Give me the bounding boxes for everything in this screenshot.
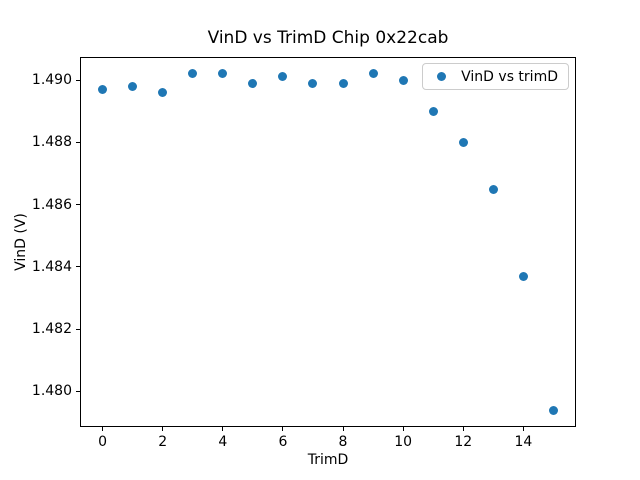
x-tick-label: 6 bbox=[278, 434, 288, 450]
x-tick-label: 12 bbox=[454, 434, 473, 450]
y-tick-mark bbox=[76, 390, 80, 392]
y-tick-label: 1.490 bbox=[31, 72, 72, 89]
y-tick-label: 1.486 bbox=[31, 196, 72, 213]
scatter-point bbox=[548, 405, 558, 415]
y-tick-label: 1.488 bbox=[31, 134, 72, 151]
scatter-point bbox=[488, 184, 498, 194]
scatter-point bbox=[98, 84, 108, 94]
x-tick-mark bbox=[522, 427, 524, 431]
x-tick-label: 14 bbox=[514, 434, 533, 450]
scatter-marker-icon bbox=[437, 72, 447, 81]
legend: VinD vs trimD bbox=[422, 63, 569, 90]
x-axis-label: TrimD bbox=[307, 452, 349, 468]
x-tick-label: 2 bbox=[158, 434, 168, 450]
scatter-point bbox=[368, 69, 378, 79]
y-axis-label: VinD (V) bbox=[13, 213, 29, 271]
plot-area bbox=[80, 57, 576, 427]
scatter-point bbox=[518, 271, 528, 281]
scatter-point bbox=[158, 88, 168, 97]
scatter-point bbox=[218, 69, 228, 79]
x-tick-label: 10 bbox=[394, 434, 413, 450]
x-tick-mark bbox=[162, 427, 164, 431]
x-tick-mark bbox=[402, 427, 404, 431]
y-tick-mark bbox=[76, 266, 80, 268]
scatter-point bbox=[248, 78, 258, 88]
scatter-point bbox=[458, 137, 468, 147]
y-tick-mark bbox=[76, 328, 80, 330]
legend-label: VinD vs trimD bbox=[461, 68, 558, 85]
x-tick-mark bbox=[462, 427, 464, 431]
y-tick-label: 1.484 bbox=[31, 258, 72, 275]
scatter-point bbox=[278, 72, 288, 82]
x-tick-mark bbox=[342, 427, 344, 431]
x-tick-mark bbox=[282, 427, 284, 431]
scatter-point bbox=[398, 75, 408, 85]
x-tick-label: 8 bbox=[338, 434, 348, 450]
chart-title: VinD vs TrimD Chip 0x22cab bbox=[207, 28, 449, 48]
x-tick-mark bbox=[102, 427, 104, 431]
y-tick-label: 1.480 bbox=[31, 383, 72, 400]
x-tick-mark bbox=[222, 427, 224, 431]
y-tick-mark bbox=[76, 204, 80, 206]
scatter-point bbox=[188, 69, 198, 79]
y-tick-mark bbox=[76, 141, 80, 143]
x-tick-label: 0 bbox=[98, 434, 107, 450]
y-tick-mark bbox=[76, 79, 80, 81]
scatter-point bbox=[428, 106, 438, 116]
scatter-point bbox=[128, 81, 138, 91]
x-tick-label: 4 bbox=[218, 434, 228, 450]
y-tick-label: 1.482 bbox=[31, 321, 72, 338]
scatter-point bbox=[338, 78, 348, 88]
scatter-point bbox=[308, 78, 318, 88]
